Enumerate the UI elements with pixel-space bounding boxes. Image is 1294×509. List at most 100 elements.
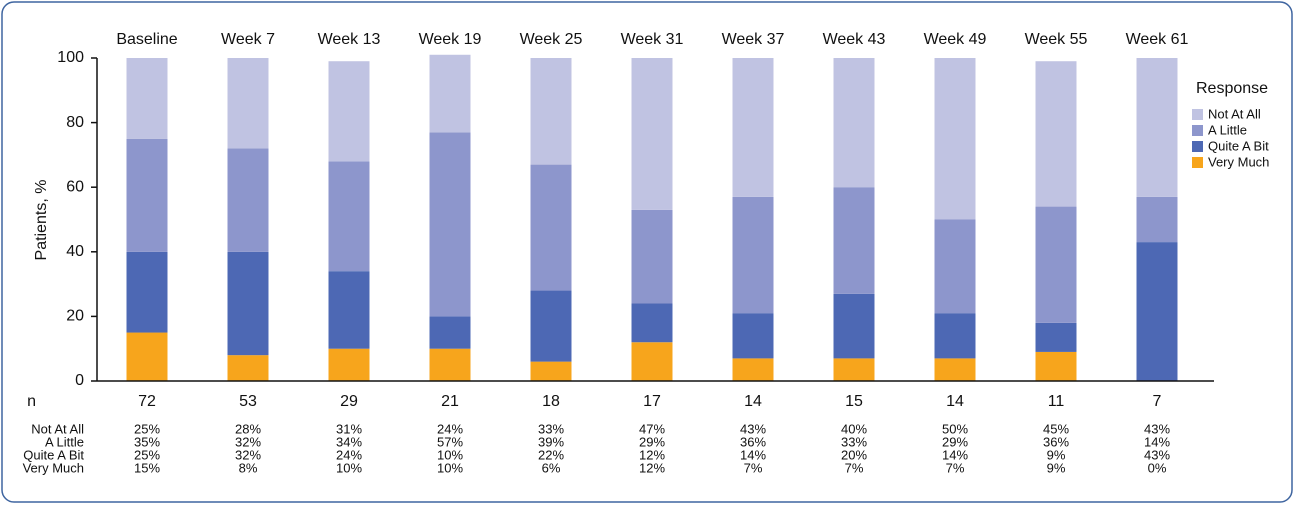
table-value: 14%: [740, 447, 766, 462]
table-value: 24%: [336, 447, 362, 462]
table-value: 36%: [740, 434, 766, 449]
bar-segment: [1035, 61, 1077, 207]
table-value: 14%: [942, 447, 968, 462]
table-value: 10%: [437, 460, 463, 475]
table-value: 24%: [437, 421, 463, 436]
x-tick-label: Week 7: [221, 31, 275, 48]
y-tick-label: 80: [66, 114, 84, 131]
legend-label: Very Much: [1208, 154, 1269, 169]
bar-segment: [732, 58, 774, 197]
bar-segment: [429, 348, 471, 381]
y-tick-label: 60: [66, 178, 84, 195]
bar-segment: [227, 251, 269, 356]
y-tick-label: 40: [66, 243, 84, 260]
table-value: 22%: [538, 447, 564, 462]
table-value: 12%: [639, 447, 665, 462]
table-value: 0%: [1148, 460, 1167, 475]
table-value: 33%: [538, 421, 564, 436]
legend-swatch: [1192, 157, 1203, 168]
table-value: 34%: [336, 434, 362, 449]
bar-segment: [1035, 206, 1077, 323]
x-tick-label: Week 19: [419, 31, 482, 48]
bar-segment: [328, 61, 370, 162]
bar-segment: [530, 58, 572, 165]
table-value: 29%: [639, 434, 665, 449]
bar-segment: [227, 148, 269, 252]
table-value: 57%: [437, 434, 463, 449]
table-value: 33%: [841, 434, 867, 449]
bar-segment: [530, 361, 572, 381]
n-value: 21: [441, 393, 459, 410]
table-value: 50%: [942, 421, 968, 436]
bar-segment: [1136, 196, 1178, 243]
table-value: 36%: [1043, 434, 1069, 449]
bar-segment: [934, 219, 976, 314]
legend-title: Response: [1196, 80, 1268, 97]
bar-segment: [833, 358, 875, 381]
bar-segment: [126, 332, 168, 381]
table-value: 47%: [639, 421, 665, 436]
table-value: 45%: [1043, 421, 1069, 436]
bar-segment: [126, 251, 168, 333]
n-value: 72: [138, 393, 156, 410]
n-value: 17: [643, 393, 661, 410]
table-value: 31%: [336, 421, 362, 436]
bar-segment: [631, 58, 673, 210]
bar-segment: [833, 293, 875, 359]
table-value: 9%: [1047, 460, 1066, 475]
table-value: 7%: [845, 460, 864, 475]
bar-segment: [1136, 242, 1178, 381]
bar-segment: [631, 342, 673, 381]
table-value: 32%: [235, 434, 261, 449]
x-tick-label: Week 49: [924, 31, 987, 48]
n-value: 14: [946, 393, 964, 410]
n-value: 14: [744, 393, 762, 410]
table-value: 9%: [1047, 447, 1066, 462]
bar-segment: [429, 54, 471, 133]
bar-segment: [631, 209, 673, 304]
table-value: 14%: [1144, 434, 1170, 449]
bar-segment: [328, 161, 370, 272]
n-value: 15: [845, 393, 863, 410]
legend-label: Quite A Bit: [1208, 138, 1269, 153]
bar-segment: [126, 58, 168, 139]
n-value: 18: [542, 393, 560, 410]
n-value: 53: [239, 393, 257, 410]
y-tick-label: 0: [75, 372, 84, 389]
x-tick-label: Week 37: [722, 31, 785, 48]
bar-segment: [732, 196, 774, 314]
x-tick-label: Week 61: [1126, 31, 1189, 48]
bar-segment: [833, 187, 875, 294]
bar-segment: [429, 316, 471, 349]
bar-segment: [328, 348, 370, 381]
x-tick-label: Week 43: [823, 31, 886, 48]
table-value: 40%: [841, 421, 867, 436]
bar-segment: [1136, 58, 1178, 197]
table-value: 39%: [538, 434, 564, 449]
bar-segment: [833, 58, 875, 188]
n-label: n: [27, 393, 36, 410]
table-value: 8%: [239, 460, 258, 475]
bar-segment: [732, 313, 774, 359]
bar-segment: [227, 58, 269, 149]
table-value: 32%: [235, 447, 261, 462]
table-row-label: Very Much: [23, 460, 84, 475]
table-row-label: A Little: [45, 434, 84, 449]
table-value: 7%: [744, 460, 763, 475]
bar-segment: [126, 138, 168, 252]
bar-segment: [328, 271, 370, 349]
table-value: 43%: [1144, 421, 1170, 436]
n-value: 7: [1153, 393, 1162, 410]
bar-segment: [530, 164, 572, 291]
bar-segment: [429, 132, 471, 317]
y-tick-label: 20: [66, 308, 84, 325]
bar-segment: [530, 290, 572, 362]
bar-segment: [227, 355, 269, 381]
legend-label: Not At All: [1208, 106, 1261, 121]
table-value: 20%: [841, 447, 867, 462]
x-tick-label: Week 13: [318, 31, 381, 48]
x-tick-label: Week 55: [1025, 31, 1088, 48]
table-value: 10%: [437, 447, 463, 462]
table-row-label: Not At All: [31, 421, 84, 436]
bar-segment: [732, 358, 774, 381]
